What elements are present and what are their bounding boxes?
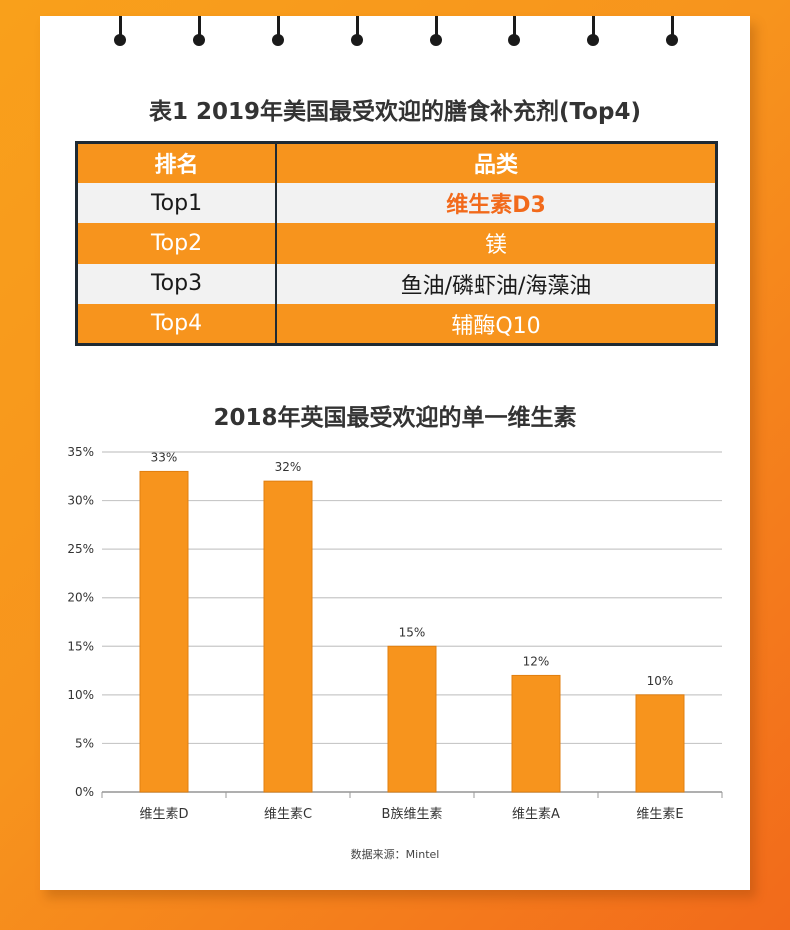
- binder-ring: [430, 16, 442, 50]
- binder-ring: [193, 16, 205, 50]
- y-tick-label: 25%: [67, 542, 94, 556]
- binder-ring: [114, 16, 126, 50]
- table-header-row: 排名 品类: [76, 142, 717, 183]
- data-label: 32%: [275, 460, 302, 474]
- header-category: 品类: [275, 142, 717, 183]
- x-tick-label: 维生素D: [139, 807, 188, 822]
- y-tick-label: 10%: [67, 688, 94, 702]
- binder-ring: [272, 16, 284, 50]
- chart-source: 数据来源：Mintel: [350, 848, 440, 861]
- category-cell: 维生素D3: [275, 182, 717, 224]
- bar: [139, 470, 189, 793]
- binder-ring: [587, 16, 599, 50]
- binder-ring: [666, 16, 678, 50]
- y-tick-label: 30%: [67, 494, 94, 508]
- content-card: 表1 2019年美国最受欢迎的膳食补充剂(Top4) 排名 品类 Top1 维生…: [40, 16, 750, 890]
- x-tick-label: 维生素E: [636, 807, 683, 822]
- ranking-table: 排名 品类 Top1 维生素D3 Top2 镁 Top3 鱼油/磷虾油/海藻油 …: [75, 141, 718, 346]
- y-tick-label: 15%: [67, 639, 94, 653]
- bar-chart: 0% 5% 10% 15% 20% 25% 30% 35% 33% 维生素D 32% 维生素C 15% B…: [40, 436, 750, 890]
- table-row: Top3 鱼油/磷虾油/海藻油: [76, 263, 717, 305]
- rank-cell: Top3: [76, 263, 276, 305]
- y-tick-label: 5%: [75, 736, 94, 750]
- bar: [387, 645, 437, 793]
- y-tick-label: 20%: [67, 591, 94, 605]
- bar: [511, 674, 561, 793]
- rank-cell: Top1: [76, 182, 276, 224]
- rank-cell: Top4: [76, 304, 276, 345]
- category-cell: 镁: [275, 223, 717, 264]
- table-row: Top4 辅酶Q10: [76, 304, 717, 345]
- x-tick-label: B族维生素: [382, 806, 443, 822]
- binder-ring: [351, 16, 363, 50]
- rank-cell: Top2: [76, 223, 276, 264]
- category-cell: 鱼油/磷虾油/海藻油: [275, 263, 717, 305]
- y-tick-label: 35%: [67, 445, 94, 459]
- data-label: 12%: [523, 654, 550, 668]
- data-label: 33%: [151, 450, 178, 464]
- x-tick-label: 维生素A: [512, 807, 560, 822]
- y-tick-label: 0%: [75, 785, 94, 799]
- binder-ring: [508, 16, 520, 50]
- table-row: Top2 镁: [76, 223, 717, 264]
- bar: [263, 480, 313, 793]
- data-label: 15%: [399, 625, 426, 639]
- data-label: 10%: [647, 674, 674, 688]
- binder-rings: [40, 16, 750, 66]
- table-title: 表1 2019年美国最受欢迎的膳食补充剂(Top4): [149, 99, 641, 125]
- bar-chart-svg: 0% 5% 10% 15% 20% 25% 30% 35% 33% 维生素D 32% 维生素C 15% B…: [67, 445, 723, 822]
- category-cell: 辅酶Q10: [275, 304, 717, 345]
- chart-title: 2018年英国最受欢迎的单一维生素: [213, 405, 577, 431]
- x-tick-label: 维生素C: [264, 807, 312, 822]
- header-rank: 排名: [76, 142, 276, 183]
- table-row: Top1 维生素D3: [76, 182, 717, 224]
- bar: [635, 694, 685, 793]
